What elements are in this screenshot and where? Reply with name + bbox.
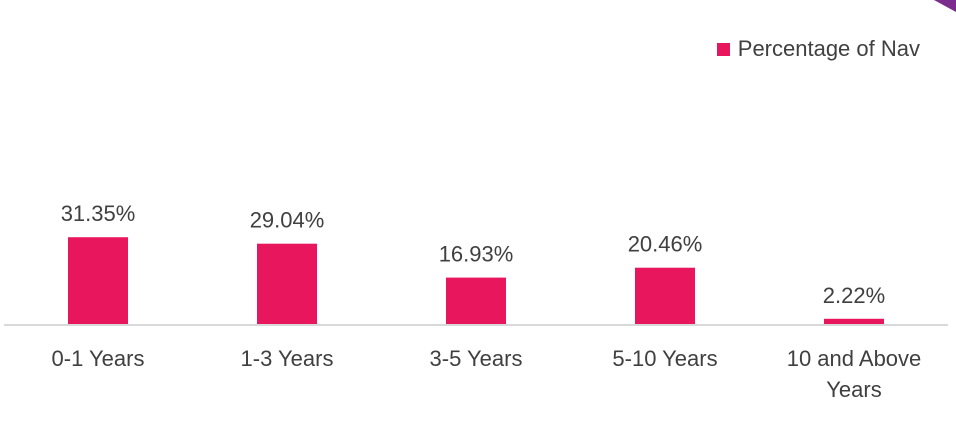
category-label-2: 3-5 Years bbox=[430, 346, 523, 371]
bar-1 bbox=[257, 243, 317, 325]
category-label-1: 1-3 Years bbox=[241, 346, 334, 371]
value-labels-group: 31.35% 29.04% 16.93% 20.46% 2.22% bbox=[61, 201, 886, 308]
category-label-line: 3-5 Years bbox=[430, 346, 523, 371]
category-label-0: 0-1 Years bbox=[52, 346, 145, 371]
category-label-line: 1-3 Years bbox=[241, 346, 334, 371]
value-label-3: 20.46% bbox=[628, 232, 703, 257]
category-label-line: Years bbox=[826, 377, 881, 402]
bar-4 bbox=[824, 318, 884, 325]
corner-accent-shape bbox=[934, 0, 956, 12]
category-label-3: 5-10 Years bbox=[612, 346, 717, 371]
legend: Percentage of Nav bbox=[716, 36, 920, 62]
legend-label: Percentage of Nav bbox=[737, 36, 920, 61]
bars-group bbox=[68, 237, 884, 325]
bar-3 bbox=[635, 267, 695, 325]
value-label-2: 16.93% bbox=[439, 242, 514, 267]
category-labels-group: 0-1 Years 1-3 Years 3-5 Years 5-10 Years 10 … bbox=[52, 346, 922, 402]
category-label-line: 5-10 Years bbox=[612, 346, 717, 371]
category-label-line: 10 and Above bbox=[787, 346, 922, 371]
value-label-0: 31.35% bbox=[61, 201, 136, 226]
category-label-line: 0-1 Years bbox=[52, 346, 145, 371]
category-label-4: 10 and Above Years bbox=[787, 346, 922, 402]
bar-0 bbox=[68, 237, 128, 325]
bar-2 bbox=[446, 277, 506, 325]
value-label-4: 2.22% bbox=[823, 283, 885, 308]
value-label-1: 29.04% bbox=[250, 208, 325, 233]
legend-swatch bbox=[716, 42, 730, 56]
